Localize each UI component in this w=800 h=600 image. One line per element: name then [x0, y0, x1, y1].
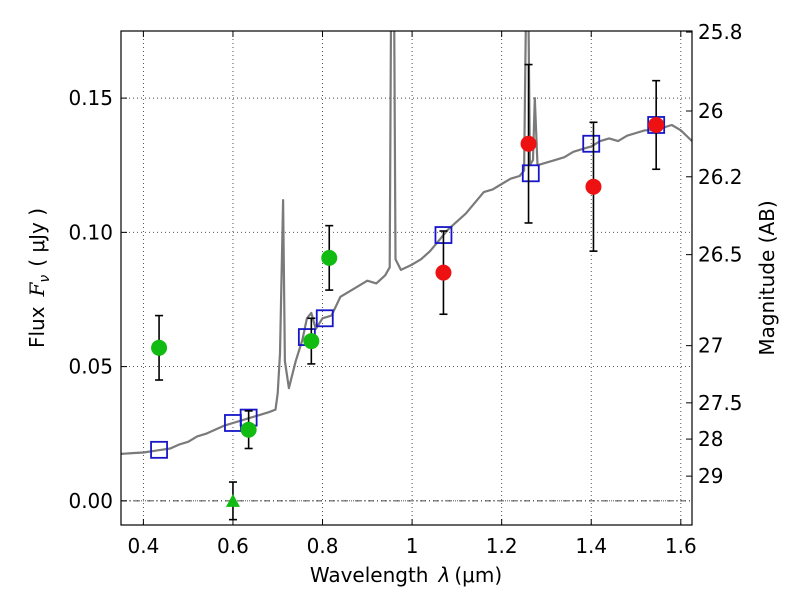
model-photometry-square	[521, 164, 540, 183]
infrared-detections-point	[585, 178, 602, 195]
model-photometry-square	[582, 134, 601, 153]
y2-axis-label: Magnitude (AB)	[755, 200, 779, 355]
plot-frame	[120, 30, 693, 526]
y2-tick-label: 27	[698, 334, 723, 358]
x-tick-label: 0.4	[127, 534, 159, 558]
y2-tick-label: 27.5	[698, 391, 743, 415]
optical-detections-point	[151, 339, 168, 356]
x-axis-label-text: Wavelength	[310, 563, 429, 587]
upper-limit-triangle	[225, 493, 240, 507]
model-photometry-square	[315, 309, 334, 328]
y-axis-label-subscript: ν	[37, 275, 53, 283]
y-axis-label-unit: ( μJy )	[25, 208, 49, 267]
observed-photometry-layer	[151, 63, 665, 521]
y2-tick-label: 25.8	[698, 20, 743, 44]
x-tick-label: 0.6	[217, 534, 249, 558]
infrared-detections-point	[520, 135, 537, 152]
axis-ticks	[121, 31, 692, 525]
y-axis-label-text: Flux	[25, 306, 49, 348]
x-axis-label: Wavelength λ (μm)	[310, 563, 502, 587]
optical-detections-point	[240, 421, 257, 438]
y-tick-label: 0.15	[68, 86, 113, 110]
y-axis-label: Flux Fν ( μJy )	[25, 208, 53, 348]
x-tick-label: 0.8	[307, 534, 339, 558]
x-axis-label-symbol: λ	[438, 563, 451, 587]
y-tick-label: 0.10	[68, 220, 113, 244]
x-axis-label-unit: (μm)	[454, 563, 502, 587]
optical-detections-point	[321, 249, 338, 266]
x-tick-label: 1.4	[575, 534, 607, 558]
optical-detections-point	[303, 333, 320, 350]
y-tick-label: 0.00	[68, 489, 113, 513]
infrared-detections-point	[435, 264, 452, 281]
y2-tick-label: 26.2	[698, 165, 743, 189]
y2-tick-label: 29	[698, 464, 723, 488]
model-photometry-square	[150, 440, 168, 459]
y2-tick-label: 26.5	[698, 243, 743, 267]
y-tick-label: 0.05	[68, 355, 113, 379]
infrared-detections-point	[648, 116, 665, 133]
y2-tick-label: 26	[698, 99, 723, 123]
plot-area	[121, 31, 692, 525]
y-axis-label-symbol: F	[25, 281, 49, 297]
x-tick-label: 1	[406, 534, 419, 558]
x-tick-label: 1.6	[665, 534, 697, 558]
tick-labels: 0.4 0.6 0.8 1 1.2 1.4 1.6 0.00 0.05 0.10 0.15 25.8 2…	[68, 20, 742, 558]
x-tick-label: 1.2	[486, 534, 518, 558]
y2-tick-label: 28	[698, 427, 723, 451]
